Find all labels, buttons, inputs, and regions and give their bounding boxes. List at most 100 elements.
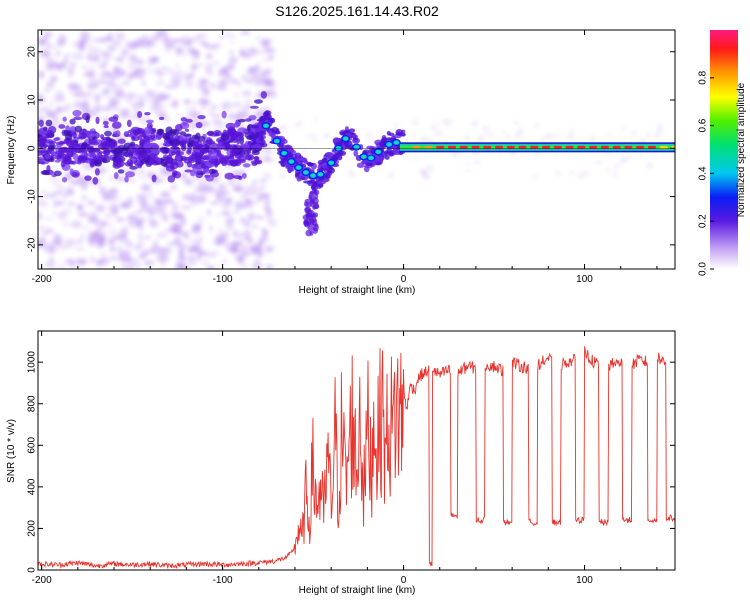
spectrogram-x-tick-label: 100	[576, 274, 593, 285]
spectrogram-noise-blob	[115, 245, 124, 250]
spectrogram-noise-blob	[63, 52, 75, 57]
spectrogram-band-blob	[324, 172, 331, 180]
spectrogram-band-blob	[307, 182, 313, 186]
snr-series-line	[38, 346, 675, 569]
spectrogram-band-blob	[385, 137, 392, 141]
spectrogram-noise-blob	[453, 151, 459, 157]
spectrogram-noise-blob	[93, 105, 99, 111]
spectrogram-band-blob	[48, 140, 57, 145]
spectrogram-noise-blob	[66, 202, 76, 206]
spectrogram-band-blob	[65, 125, 70, 131]
spectrogram-noise-blob	[252, 180, 258, 185]
spectrogram-noise-blob	[189, 244, 201, 252]
spectrogram-noise-blob	[95, 218, 105, 227]
spectrogram-band-blob	[84, 175, 92, 181]
spectrogram-noise-blob	[95, 226, 105, 234]
spectrogram-hotspot	[344, 137, 348, 140]
spectrogram-noise-blob	[506, 135, 511, 138]
spectrogram-noise-blob	[437, 122, 442, 126]
spectrogram-noise-blob	[109, 247, 116, 253]
spectrogram-noise-blob	[426, 165, 434, 172]
spectrogram-noise-blob	[201, 87, 211, 97]
spectrogram-noise-blob	[73, 41, 78, 47]
spectrogram-band-blob	[139, 159, 149, 164]
spectrogram-band-blob	[137, 110, 143, 119]
spectrogram-band-blob	[104, 130, 112, 137]
spectrogram-noise-blob	[205, 53, 213, 60]
spectrogram-noise-blob	[70, 220, 82, 229]
spectrogram-noise-blob	[244, 100, 251, 105]
spectrogram-noise-blob	[86, 89, 93, 99]
snr-y-tick-label: 1000	[27, 351, 38, 374]
spectrogram-noise-blob	[269, 221, 276, 229]
spectrogram-noise-blob	[180, 205, 192, 209]
spectrogram-noise-blob	[221, 210, 232, 216]
spectrogram-noise-blob	[97, 64, 106, 68]
spectrogram-band-blob	[168, 139, 175, 146]
spectrogram-noise-blob	[548, 134, 555, 139]
spectrogram-band-blob	[167, 175, 176, 183]
spectrogram-noise-blob	[87, 42, 93, 52]
spectrogram-band-blob	[246, 135, 254, 141]
spectrogram-band-blob	[92, 177, 99, 185]
spectrogram-band-blob	[237, 155, 248, 162]
spectrogram-noise-blob	[198, 178, 203, 185]
spectrogram-band-blob	[146, 119, 154, 124]
spectrogram-noise-blob	[568, 171, 576, 174]
spectrogram-noise-blob	[646, 131, 650, 137]
spectrogram-noise-blob	[173, 237, 182, 243]
spectrogram-noise-blob	[201, 260, 210, 266]
spectrogram-noise-blob	[99, 185, 105, 195]
spectrogram-band-blob	[249, 105, 259, 109]
spectrogram-band-blob	[66, 139, 74, 147]
spectrogram-noise-blob	[136, 94, 146, 103]
spectrogram-band-blob	[72, 109, 82, 117]
spectrogram-noise-blob	[45, 261, 51, 268]
spectrogram-noise-blob	[263, 205, 269, 211]
spectrogram-noise-blob	[638, 139, 645, 144]
spectrogram-noise-blob	[50, 264, 56, 269]
spectrogram-noise-blob	[464, 162, 471, 165]
spectrogram-noise-blob	[206, 63, 213, 67]
spectrogram-noise-blob	[170, 183, 178, 191]
spectrogram-noise-blob	[248, 67, 255, 71]
spectrogram-noise-blob	[110, 87, 115, 93]
spectrogram-noise-blob	[88, 211, 98, 221]
spectrogram-noise-blob	[172, 99, 179, 109]
spectrogram-band-blob	[195, 121, 203, 129]
spectrogram-noise-blob	[244, 221, 250, 228]
spectrogram-noise-blob	[81, 225, 90, 231]
spectrogram-band-blob	[88, 139, 94, 145]
spectrogram-band-blob	[112, 162, 122, 169]
spectrogram-band-blob	[47, 126, 57, 134]
spectrogram-y-tick-label: -10	[27, 189, 38, 204]
spectrogram-noise-blob	[169, 221, 177, 228]
spectrogram-band-blob	[61, 176, 68, 183]
spectrogram-noise-blob	[268, 53, 274, 61]
spectrogram-noise-blob	[76, 257, 88, 265]
snr-x-axis: -200 -100 0 100	[32, 331, 658, 586]
spectrogram-noise-blob	[165, 198, 174, 204]
spectrogram-noise-blob	[77, 179, 86, 186]
spectrogram-band-blob	[246, 124, 251, 132]
spectrogram-noise-blob	[532, 175, 537, 179]
snr-x-tick-label: -200	[32, 575, 52, 586]
spectrogram-noise-blob	[134, 260, 141, 269]
spectrogram-noise-blob	[107, 176, 116, 181]
spectrogram-band-blob	[221, 110, 227, 119]
spectrogram-noise-blob	[57, 185, 66, 193]
spectrogram-band-blob	[91, 147, 101, 152]
spectrogram-noise-blob	[182, 218, 187, 226]
spectrogram-noise-blob	[535, 122, 539, 128]
spectrogram-band-blob	[312, 227, 318, 234]
spectrogram-noise-blob	[411, 133, 418, 137]
spectrogram-x-tick-label: 0	[401, 274, 407, 285]
spectrogram-noise-blob	[173, 83, 181, 88]
spectrogram-band-blob	[123, 131, 130, 138]
spectrogram-noise-blob	[59, 34, 68, 44]
spectrogram-noise-blob	[259, 186, 265, 194]
spectrogram-band-blob	[74, 125, 83, 133]
